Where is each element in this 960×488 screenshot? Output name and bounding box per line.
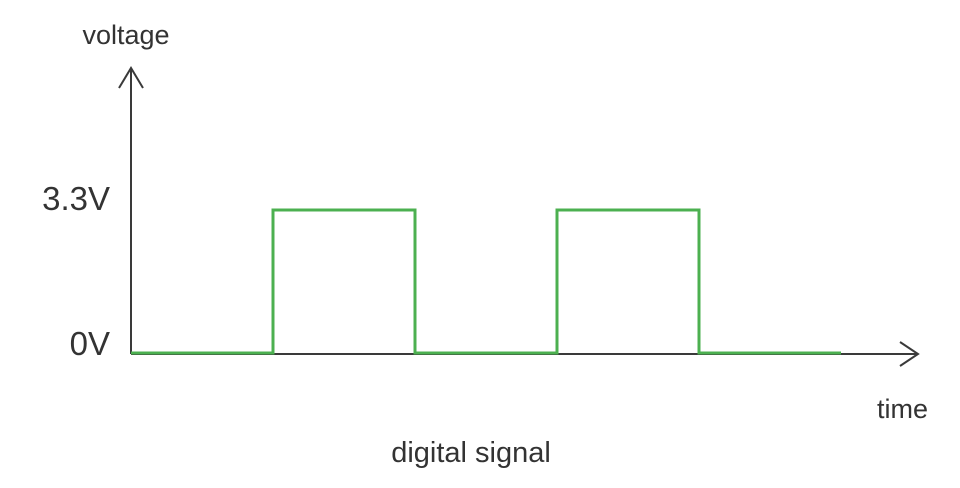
level-label-high: 3.3V	[42, 180, 110, 217]
level-label-low: 0V	[70, 325, 110, 362]
signal-waveform	[131, 208, 841, 355]
x-axis-arrow	[899, 341, 920, 367]
y-axis-arrow	[118, 66, 144, 89]
x-axis-label: time	[877, 394, 928, 424]
y-axis-label: voltage	[82, 20, 169, 50]
diagram-caption: digital signal	[391, 437, 551, 469]
